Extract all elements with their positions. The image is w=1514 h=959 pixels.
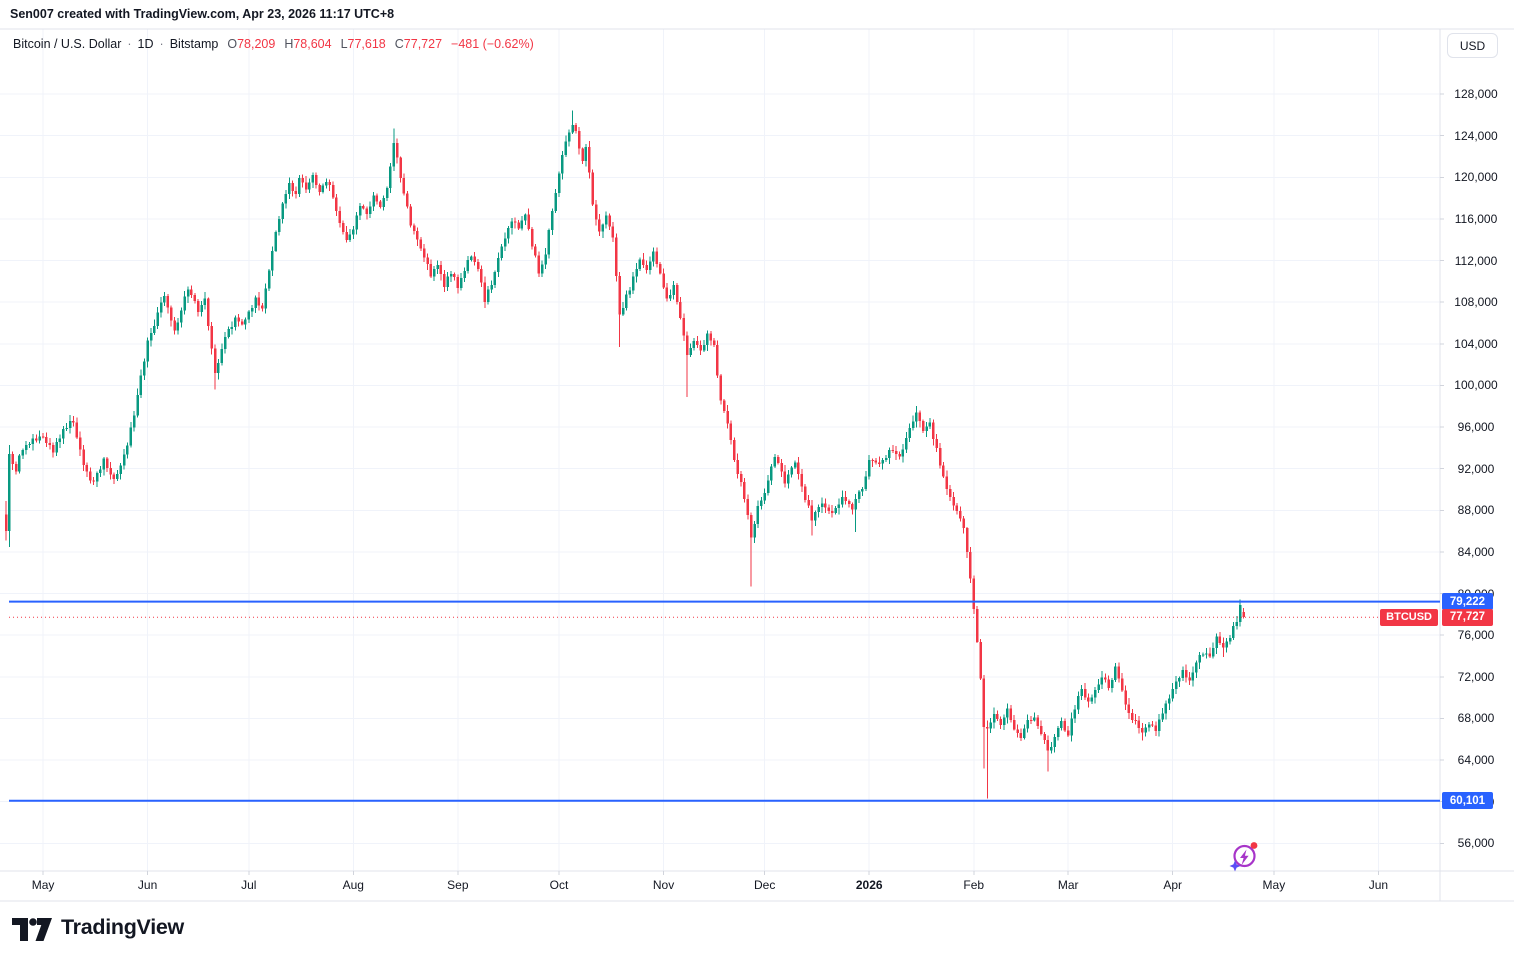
currency-button[interactable]: USD (1447, 33, 1498, 58)
price-axis-label: 120,000 (1454, 170, 1498, 185)
legend-separator: · (127, 37, 132, 51)
symbol-name: Bitcoin / U.S. Dollar (13, 37, 122, 51)
time-axis-label: Mar (1057, 878, 1079, 892)
time-axis-label: Jul (241, 878, 257, 892)
time-axis-label: Apr (1163, 878, 1183, 892)
price-axis-label: 100,000 (1454, 378, 1498, 393)
price-axis-label: 56,000 (1457, 836, 1495, 851)
price-axis-label: 104,000 (1454, 336, 1498, 351)
time-axis-label: 2026 (855, 878, 883, 892)
price-axis-label: 116,000 (1454, 211, 1498, 226)
time-axis-label: Feb (963, 878, 985, 892)
legend-separator: · (159, 37, 164, 51)
ohlc-low: L77,618 (340, 37, 386, 51)
time-axis-label: Sep (447, 878, 469, 892)
notification-dot (1250, 842, 1258, 849)
time-axis-label: Jun (1368, 878, 1389, 892)
time-axis-label: Jun (137, 878, 158, 892)
price-axis-label: 108,000 (1454, 295, 1498, 310)
price-axis-label: 68,000 (1457, 711, 1495, 726)
symbol-title: Bitcoin / U.S. Dollar · 1D · Bitstamp (13, 37, 218, 51)
tradingview-logo-icon (12, 918, 52, 941)
price-axis-label: 88,000 (1457, 503, 1495, 518)
symbol-badge: BTCUSD (1380, 608, 1438, 626)
spark-circle (1233, 844, 1256, 868)
price-axis-label: 64,000 (1457, 753, 1495, 768)
price-axis-label: 124,000 (1454, 128, 1498, 143)
price-axis-label: 128,000 (1454, 87, 1498, 101)
ohlc-close: C77,727 (394, 37, 443, 51)
time-axis-label: Nov (652, 878, 675, 892)
ohlc-high: H78,604 (284, 37, 332, 51)
tradingview-logo-text: TradingView (61, 914, 184, 939)
time-axis-label: May (31, 878, 55, 892)
exchange-label: Bitstamp (169, 37, 219, 51)
interval-label: 1D (137, 37, 154, 51)
change-value: −481 (−0.62%) (451, 37, 534, 51)
last-price-tag: 77,727 (1442, 608, 1493, 626)
price-axis-label: 76,000 (1457, 628, 1495, 643)
level-price-tag-upper[interactable]: 79,222 (1442, 593, 1493, 611)
attribution-text: Sen007 created with TradingView.com, Apr… (10, 7, 395, 21)
level-price-tag-lower[interactable]: 60,101 (1442, 792, 1493, 810)
price-axis-label: 92,000 (1457, 461, 1495, 476)
time-axis-label: May (1262, 878, 1286, 892)
price-axis-label: 96,000 (1457, 420, 1495, 435)
ohlc-open: O78,209 (227, 37, 276, 51)
price-axis-label: 112,000 (1454, 253, 1498, 268)
lightning-bolt-icon (1240, 849, 1249, 865)
spark-event-icon[interactable] (1229, 839, 1259, 873)
price-axis-label: 72,000 (1457, 669, 1495, 684)
chart-legend[interactable]: Bitcoin / U.S. Dollar · 1D · Bitstamp O78,20… (13, 37, 534, 51)
time-axis-label: Oct (549, 878, 569, 892)
price-axis-label: 84,000 (1457, 544, 1495, 559)
sparkle-icon (1229, 860, 1241, 872)
time-axis-label: Dec (754, 878, 776, 892)
time-axis-label: Aug (342, 878, 364, 892)
tradingview-logo[interactable]: TradingView (12, 913, 184, 941)
